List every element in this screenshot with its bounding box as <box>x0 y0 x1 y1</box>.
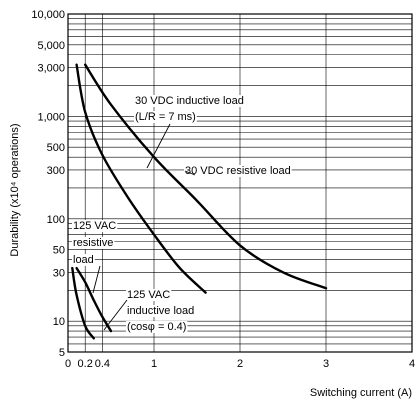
y-tick-label: 100 <box>47 214 65 226</box>
leader-125vac-inductive <box>103 299 128 331</box>
y-tick-label: 1,000 <box>37 111 65 123</box>
y-tick-label: 50 <box>53 245 65 257</box>
leader-30vdc-resistive <box>184 170 196 176</box>
x-tick-label: 0 <box>65 358 71 370</box>
plot-frame <box>67 13 413 353</box>
y-axis-label: Durability (x10⁴ operations) <box>9 123 21 256</box>
annotation-background <box>72 254 95 266</box>
y-tick-label: 10,000 <box>31 9 65 21</box>
y-tick-label: 500 <box>47 142 65 154</box>
y-tick-label: 3,000 <box>37 63 65 75</box>
y-tick-labels: 5 10 30 50 100 300 500 1,000 3,000 5,000 10,000 <box>31 9 65 359</box>
y-tick-label: 5,000 <box>37 40 65 52</box>
series-curve <box>75 266 113 333</box>
x-tick-label: 2 <box>237 358 243 370</box>
annotation-background <box>134 111 197 123</box>
y-tick-label: 300 <box>47 165 65 177</box>
x-tick-label: 0.2 <box>78 358 93 370</box>
annotation-background <box>184 165 292 177</box>
x-tick-label: 1 <box>151 358 157 370</box>
annotation-125vac-resistive-line2: resistive <box>73 237 113 249</box>
annotation-30vdc-inductive-line2: (L/R = 7 ms) <box>135 111 196 123</box>
y-tick-label: 5 <box>59 347 65 359</box>
annotation-125vac-inductive-line1: 125 VAC <box>127 289 170 301</box>
annotation-125vac-inductive-line2: inductive load <box>127 305 194 317</box>
x-tick-labels: 0 0.2 0.4 1 2 3 4 <box>65 358 415 370</box>
leader-125vac-resistive <box>92 265 101 294</box>
series-curve <box>71 266 95 340</box>
annotation-leaders <box>92 123 196 331</box>
y-tick-label: 10 <box>53 316 65 328</box>
curves <box>71 63 328 340</box>
annotation-background <box>134 95 245 107</box>
series-curve <box>84 63 328 290</box>
annotation-125vac-resistive-line1: 125 VAC <box>73 220 116 232</box>
annotation-background <box>126 289 172 301</box>
x-tick-label: 0.4 <box>95 358 110 370</box>
annotation-background <box>72 220 118 232</box>
leader-30vdc-inductive <box>146 123 171 169</box>
x-tick-label: 3 <box>323 358 329 370</box>
x-axis-label: Switching current (A) <box>310 387 412 399</box>
annotation-background <box>126 305 196 317</box>
annotation-125vac-resistive-line3: load <box>73 254 94 266</box>
annotation-background <box>126 321 188 333</box>
annotation-30vdc-resistive: 30 VDC resistive load <box>185 165 291 177</box>
x-tick-label: 4 <box>409 358 415 370</box>
annotation-30vdc-inductive-line1: 30 VDC inductive load <box>135 95 244 107</box>
annotations: 30 VDC inductive load (L/R = 7 ms) 30 VD… <box>73 95 291 333</box>
series-curve <box>75 63 207 294</box>
grid-lines <box>68 13 412 353</box>
y-tick-label: 30 <box>53 267 65 279</box>
annotation-backgrounds <box>72 95 292 333</box>
annotation-125vac-inductive-line3: (cosφ = 0.4) <box>127 321 186 333</box>
annotation-background <box>72 237 115 249</box>
